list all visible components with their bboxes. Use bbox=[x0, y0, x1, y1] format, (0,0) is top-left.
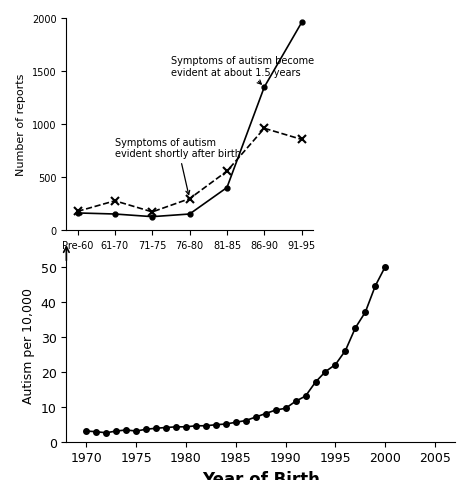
Y-axis label: Number of reports: Number of reports bbox=[17, 74, 27, 176]
X-axis label: Year of Birth: Year of Birth bbox=[202, 470, 319, 480]
Text: Symptoms of autism
evident shortly after birth: Symptoms of autism evident shortly after… bbox=[115, 137, 241, 195]
X-axis label: Year of Birth: Year of Birth bbox=[146, 256, 234, 269]
Y-axis label: Autism per 10,000: Autism per 10,000 bbox=[22, 288, 35, 404]
Text: Symptoms of autism become
evident at about 1.5 years: Symptoms of autism become evident at abo… bbox=[171, 56, 314, 85]
